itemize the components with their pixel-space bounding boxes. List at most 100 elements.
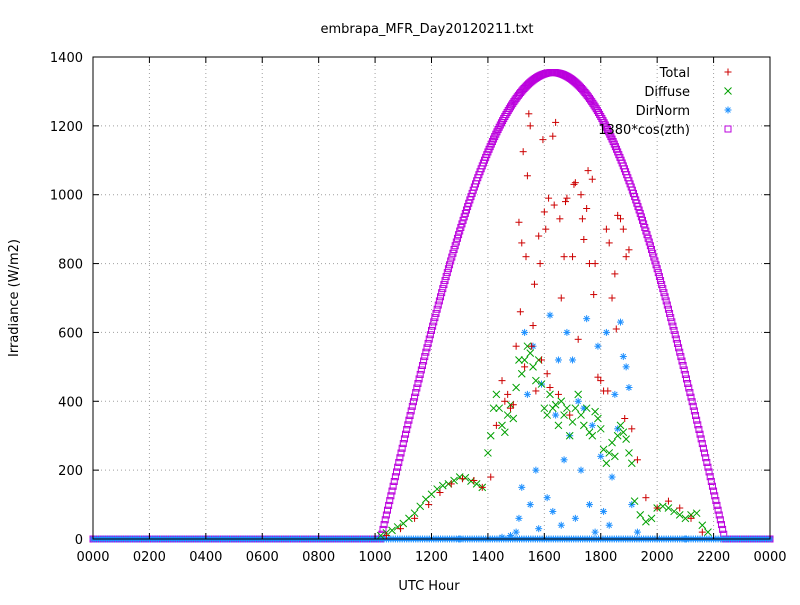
data-point [418,361,426,369]
data-point [569,356,577,364]
data-point [670,326,678,334]
data-point [549,132,557,140]
data-point [633,456,641,464]
data-point [542,225,550,233]
data-point [478,483,486,491]
data-point [411,514,419,522]
data-point [605,449,614,457]
data-point [532,387,540,395]
data-point [717,521,725,529]
data-point [661,293,669,301]
x-tick-label: 0200 [133,550,166,565]
y-tick-label: 800 [58,258,83,273]
data-point [455,231,463,239]
data-point [692,412,700,420]
data-point [568,418,577,426]
data-point [611,270,619,278]
data-point [557,294,565,302]
data-point [707,477,715,485]
data-point [400,435,408,443]
data-point [664,497,672,505]
data-point [543,370,551,378]
data-point [676,504,684,512]
y-axis-label: Irradiance (W/m2) [7,239,22,357]
data-point [588,421,596,429]
data-point [628,425,636,433]
data-point [551,400,560,409]
data-point [523,342,532,351]
data-point [636,511,645,519]
data-point [539,136,547,144]
data-point [409,398,417,406]
data-point [622,435,630,444]
y-tick-label: 600 [58,326,83,341]
data-point [413,384,421,392]
x-axis-label: UTC Hour [398,579,460,594]
data-point [389,482,397,490]
data-point [450,245,458,253]
data-point [580,235,588,243]
data-point [672,335,680,343]
data-point [523,390,531,398]
data-point [526,349,535,357]
data-point [659,285,667,293]
data-point [560,411,568,419]
y-tick-label: 200 [58,464,83,479]
data-point [653,265,661,273]
data-point [403,426,411,434]
data-point [451,242,459,250]
data-point [566,411,574,419]
data-point [652,261,660,269]
data-point [449,249,457,257]
data-point [432,309,440,317]
data-point [706,473,714,481]
data-point [444,265,452,273]
data-point [399,440,407,448]
data-point [394,463,402,471]
data-point [670,507,678,516]
data-point [605,521,613,529]
data-point [522,253,530,261]
series-0 [382,110,706,540]
data-point [696,430,704,438]
data-point [391,473,399,481]
data-point [698,521,707,530]
y-tick-label: 1400 [50,51,83,66]
data-point [528,342,536,350]
data-point [430,318,438,326]
data-point [516,308,524,316]
legend: Total Diffuse DirNorm 1380*cos(zth) [598,66,732,138]
data-point [526,501,534,509]
data-point [662,297,670,305]
data-point [712,497,720,505]
data-point [584,167,592,175]
data-point [666,309,674,317]
data-point [431,314,439,322]
data-point [571,514,579,522]
data-point [397,449,405,457]
x-tick-label: 1600 [528,550,561,565]
data-point [441,277,449,285]
data-point [570,180,578,188]
data-point [537,380,546,388]
data-point [532,376,540,385]
data-point [376,531,385,540]
data-point [643,231,651,239]
data-point [495,123,503,131]
data-point [424,339,432,347]
data-point [390,477,398,485]
data-point [504,390,512,398]
data-point [657,277,665,285]
data-point [387,492,395,500]
data-point [382,532,390,540]
data-point [605,128,613,136]
data-point [594,342,602,350]
data-point [699,444,707,452]
data-point [675,511,684,519]
data-point [447,480,455,488]
data-point [442,273,450,281]
data-point [625,246,633,254]
data-point [487,473,495,481]
data-point [702,454,710,462]
